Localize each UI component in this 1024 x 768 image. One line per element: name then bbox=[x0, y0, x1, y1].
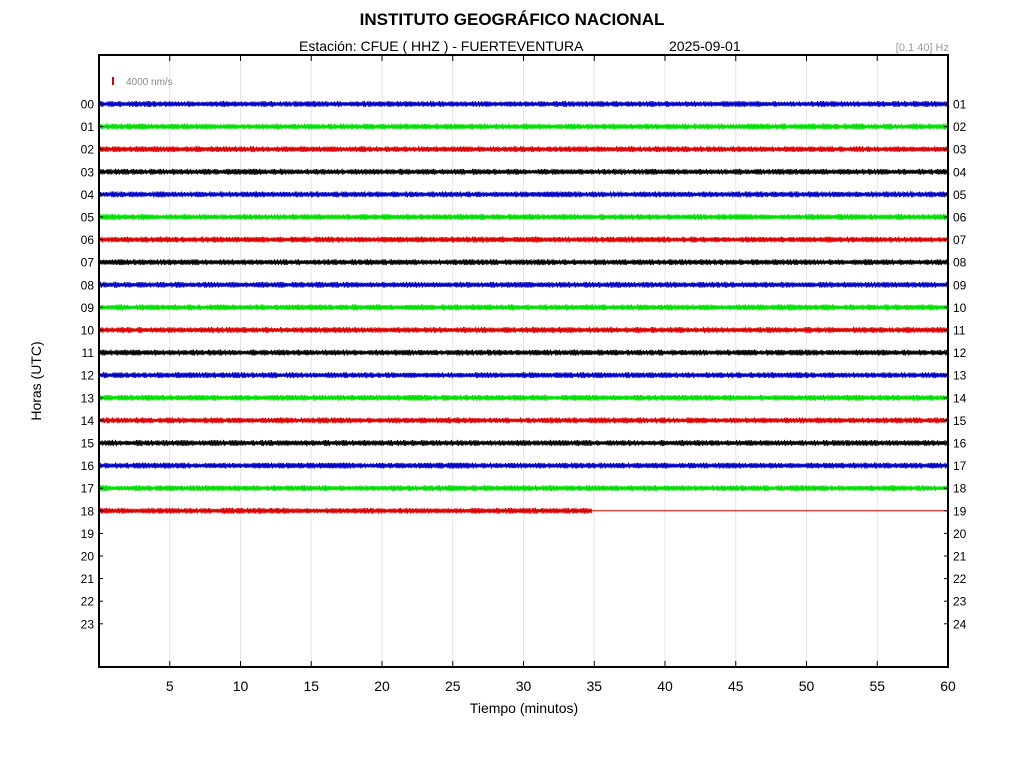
x-axis-label: Tiempo (minutos) bbox=[469, 700, 579, 716]
page-title: INSTITUTO GEOGRÁFICO NACIONAL bbox=[359, 10, 665, 29]
y-tick-label-right: 09 bbox=[953, 278, 967, 292]
trace-hour-10 bbox=[98, 326, 950, 334]
y-tick-label-left: 00 bbox=[81, 98, 95, 112]
x-tick-label: 5 bbox=[166, 678, 174, 694]
y-tick-label-left: 23 bbox=[81, 617, 95, 631]
y-tick-label-right: 06 bbox=[953, 211, 967, 225]
y-tick-label-left: 08 bbox=[81, 278, 95, 292]
x-tick-label: 35 bbox=[586, 678, 602, 694]
y-tick-label-left: 14 bbox=[81, 414, 95, 428]
x-tick-label: 40 bbox=[657, 678, 673, 694]
y-tick-label-right: 21 bbox=[953, 550, 967, 564]
y-tick-label-right: 07 bbox=[953, 233, 967, 247]
trace-hour-07 bbox=[98, 259, 950, 266]
y-tick-label-right: 19 bbox=[953, 504, 967, 518]
amplitude-scale-label: 4000 nm/s bbox=[126, 77, 173, 88]
station-label: Estación: CFUE ( HHZ ) - FUERTEVENTURA bbox=[299, 38, 584, 54]
y-tick-label-right: 04 bbox=[953, 165, 967, 179]
y-tick-label-left: 17 bbox=[81, 482, 95, 496]
y-tick-label-right: 05 bbox=[953, 188, 967, 202]
filter-band-label: [0.1 40] Hz bbox=[895, 42, 949, 54]
x-tick-label: 20 bbox=[374, 678, 390, 694]
trace-hour-11 bbox=[98, 349, 950, 356]
y-tick-label-left: 20 bbox=[81, 550, 95, 564]
x-tick-label: 25 bbox=[445, 678, 461, 694]
trace-hour-06 bbox=[98, 236, 950, 243]
y-tick-label-right: 10 bbox=[953, 301, 967, 315]
y-tick-label-left: 10 bbox=[81, 324, 95, 338]
date-label: 2025-09-01 bbox=[669, 38, 741, 54]
trace-hour-16 bbox=[98, 462, 950, 469]
y-tick-label-right: 15 bbox=[953, 414, 967, 428]
trace-hour-03 bbox=[98, 168, 950, 175]
y-tick-label-left: 04 bbox=[81, 188, 95, 202]
y-tick-label-left: 07 bbox=[81, 256, 95, 270]
y-tick-label-left: 18 bbox=[81, 504, 95, 518]
trace-hour-17 bbox=[98, 485, 950, 492]
trace-hour-13 bbox=[98, 394, 950, 401]
y-tick-label-left: 21 bbox=[81, 572, 95, 586]
x-tick-label: 30 bbox=[516, 678, 532, 694]
y-tick-label-right: 11 bbox=[953, 324, 966, 338]
y-tick-label-right: 22 bbox=[953, 572, 967, 586]
x-tick-label: 55 bbox=[869, 678, 885, 694]
y-tick-label-right: 02 bbox=[953, 120, 967, 134]
x-tick-label: 60 bbox=[940, 678, 956, 694]
trace-hour-12 bbox=[98, 372, 950, 379]
y-tick-label-right: 12 bbox=[953, 346, 967, 360]
y-axis-label: Horas (UTC) bbox=[28, 341, 44, 421]
y-tick-label-left: 06 bbox=[81, 233, 95, 247]
y-tick-label-left: 22 bbox=[81, 595, 95, 609]
y-tick-label-left: 16 bbox=[81, 459, 95, 473]
y-tick-label-right: 17 bbox=[953, 459, 967, 473]
x-tick-label: 15 bbox=[303, 678, 319, 694]
y-tick-label-right: 20 bbox=[953, 527, 967, 541]
y-tick-label-right: 24 bbox=[953, 617, 967, 631]
y-tick-label-left: 15 bbox=[81, 437, 95, 451]
trace-hour-05 bbox=[98, 213, 950, 221]
y-tick-label-left: 19 bbox=[81, 527, 95, 541]
y-tick-label-right: 14 bbox=[953, 391, 967, 405]
y-tick-label-left: 01 bbox=[81, 120, 95, 134]
y-tick-label-right: 16 bbox=[953, 437, 967, 451]
y-tick-label-right: 18 bbox=[953, 482, 967, 496]
x-tick-label: 10 bbox=[233, 678, 249, 694]
trace-hour-18 bbox=[98, 507, 593, 514]
y-tick-label-left: 03 bbox=[81, 165, 95, 179]
y-tick-label-left: 13 bbox=[81, 391, 95, 405]
x-tick-label: 45 bbox=[728, 678, 744, 694]
y-tick-label-left: 09 bbox=[81, 301, 95, 315]
trace-hour-14 bbox=[98, 417, 950, 424]
trace-hour-00 bbox=[98, 100, 950, 108]
trace-hour-09 bbox=[98, 304, 950, 311]
y-tick-label-right: 13 bbox=[953, 369, 967, 383]
y-tick-label-right: 08 bbox=[953, 256, 967, 270]
x-tick-label: 50 bbox=[799, 678, 815, 694]
y-tick-label-left: 11 bbox=[82, 346, 95, 360]
y-tick-label-right: 01 bbox=[953, 98, 967, 112]
trace-hour-08 bbox=[98, 281, 950, 288]
y-tick-label-right: 23 bbox=[953, 595, 967, 609]
trace-hour-01 bbox=[98, 123, 950, 130]
y-tick-label-right: 03 bbox=[953, 143, 967, 157]
trace-hour-02 bbox=[98, 146, 950, 153]
y-tick-label-left: 05 bbox=[81, 211, 95, 225]
trace-hour-15 bbox=[98, 439, 950, 447]
y-tick-label-left: 12 bbox=[81, 369, 95, 383]
trace-hour-04 bbox=[98, 191, 950, 198]
y-tick-label-left: 02 bbox=[81, 143, 95, 157]
